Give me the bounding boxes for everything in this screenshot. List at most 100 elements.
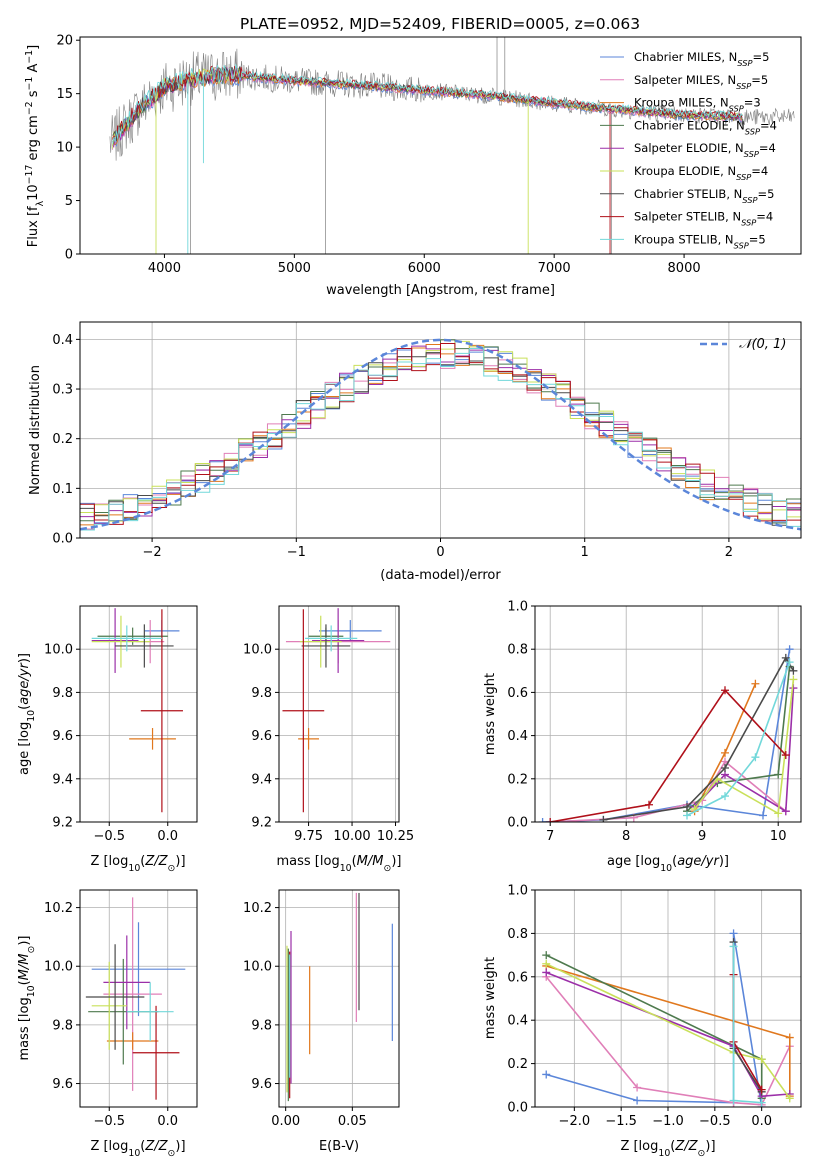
z-weight-xtick-label: −1.5: [605, 1114, 637, 1129]
z-weight-ytick-label: 0.0: [507, 1101, 528, 1116]
z-weight-ytick-label: 0.8: [507, 927, 528, 942]
z-age-ytick-label: 9.8: [52, 686, 73, 701]
age-weight-point-marker: [785, 658, 794, 667]
z-age-xlabel: Z [log10(Z/Z⊙)]: [90, 854, 185, 874]
residual-ytick-label: 0.4: [52, 333, 73, 348]
spectrum-xtick-label: 8000: [668, 261, 701, 276]
legend-entry-7: Chabrier STELIB, NSSP=5: [634, 187, 774, 205]
z-weight-ytick-label: 0.4: [507, 1014, 528, 1029]
ebv-mass-ytick-label: 10.0: [243, 960, 272, 975]
age-weight-series-line: [693, 679, 795, 815]
age-weight-point-marker: [759, 811, 767, 820]
residual-ylabel: Normed distribution: [28, 365, 43, 495]
z-weight-point-marker: [757, 1085, 766, 1094]
age-weight-point-marker: [645, 800, 653, 809]
residual-xtick-label: −1: [287, 545, 306, 560]
spectrum-xtick-label: 7000: [538, 261, 571, 276]
z-age-ytick-label: 9.2: [52, 816, 73, 831]
spectrum-legend: Chabrier MILES, NSSP=5 Salpeter MILES, NS…: [600, 50, 777, 250]
residual-histogram: [80, 343, 801, 525]
legend-entry-2: Salpeter MILES, NSSP=5: [634, 73, 768, 91]
z-mass-ytick-label: 9.6: [52, 1077, 73, 1092]
age-weight-series-line: [686, 661, 791, 817]
ebv-mass-errorbars: [286, 892, 393, 1102]
model-spectrum: [112, 66, 743, 141]
mass-age-ytick-label: 9.6: [251, 729, 272, 744]
spectrum-ylabel: Flux [fλ10−17 erg cm−2 s−1 A−1]: [24, 45, 46, 247]
residual-xtick-label: −2: [143, 545, 162, 560]
age-weight-ytick-label: 0.2: [507, 772, 528, 787]
age-weight-point-marker: [789, 666, 798, 675]
z-weight-ytick-label: 0.2: [507, 1057, 528, 1072]
age-weight-xtick-label: 8: [622, 829, 630, 844]
z-age-ytick-label: 10.0: [44, 643, 73, 658]
age-weight-xtick-label: 9: [698, 829, 706, 844]
age-weight-point-marker: [785, 645, 794, 654]
age-weight-point-marker: [789, 675, 798, 684]
residual-ytick-label: 0.3: [52, 383, 73, 398]
age-weight-ylabel: mass weight: [483, 673, 498, 755]
z-weight-xtick-label: 0.0: [751, 1114, 772, 1129]
ebv-mass-ytick-label: 9.6: [251, 1077, 272, 1092]
mass-age-ytick-label: 9.4: [251, 772, 272, 787]
z-weight-ylabel: mass weight: [483, 957, 498, 1039]
age-weight-point-marker: [721, 748, 729, 757]
z-mass-ylabel: mass [log10(M/M⊙)]: [17, 936, 37, 1061]
mass-age-xlabel: mass [log10(M/M⊙)]: [277, 854, 402, 874]
spectrum-title: PLATE=0952, MJD=52409, FIBERID=0005, z=0…: [240, 15, 640, 33]
age-weight-axes-frame: [534, 605, 802, 823]
spectrum-xtick-label: 6000: [408, 261, 441, 276]
z-mass-xtick-label: 0.0: [157, 1114, 178, 1129]
legend-entry-5: Salpeter ELODIE, NSSP=4: [634, 141, 776, 159]
ebv-mass-xlabel: E(B-V): [319, 1139, 359, 1154]
spectrum-ytick-label: 5: [65, 194, 73, 209]
z-weight-point-marker: [785, 1094, 794, 1103]
legend-entry-8: Salpeter STELIB, NSSP=4: [634, 210, 773, 228]
legend-entry-4: Chabrier ELODIE, NSSP=4: [634, 118, 777, 136]
legend-entry-6: Kroupa ELODIE, NSSP=4: [634, 164, 768, 182]
age-weight-ytick-label: 0.6: [507, 686, 528, 701]
residual-xtick-label: 1: [581, 545, 589, 560]
z-mass-ytick-label: 9.8: [52, 1018, 73, 1033]
z-mass-errorbars: [85, 897, 186, 1100]
z-mass-xlabel: Z [log10(Z/Z⊙)]: [90, 1139, 185, 1159]
z-age-xtick-label: 0.0: [157, 829, 178, 844]
z-mass-ytick-label: 10.0: [44, 960, 73, 975]
z-weight-xtick-label: −0.5: [699, 1114, 731, 1129]
age-weight-point-marker: [774, 770, 783, 779]
z-weight-xlabel: Z [log10(Z/Z⊙)]: [620, 1139, 715, 1159]
mass-age-ytick-label: 9.8: [251, 686, 272, 701]
z-age-ylabel: age [log10(age/yr)]: [17, 653, 37, 775]
z-weight-lines: [542, 929, 794, 1107]
age-weight-series-line: [694, 688, 795, 813]
z-age-ytick-label: 9.4: [52, 772, 73, 787]
residual-xtick-label: 0: [436, 545, 444, 560]
age-weight-point-marker: [546, 818, 555, 822]
ebv-mass-ytick-label: 10.2: [243, 901, 272, 916]
z-weight-point-marker: [757, 1055, 766, 1064]
z-weight-point-marker: [729, 929, 738, 938]
residual-ytick-label: 0.0: [52, 532, 73, 547]
legend-entry-3: Kroupa MILES, NSSP=3: [634, 96, 761, 114]
z-weight-point-marker: [633, 1083, 642, 1092]
residual-ytick-label: 0.2: [52, 432, 73, 447]
z-weight-ytick-label: 0.6: [507, 970, 528, 985]
age-weight-ytick-label: 0.0: [507, 816, 528, 831]
model-spectrum: [112, 63, 743, 144]
age-weight-point-marker: [683, 811, 691, 820]
mass-age-ytick-label: 10.0: [243, 643, 272, 658]
residual-axes-frame: [79, 321, 802, 539]
z-weight-xtick-label: −1.0: [652, 1114, 684, 1129]
spectrum-xlabel: wavelength [Angstrom, rest frame]: [326, 283, 555, 298]
spectrum-axes-frame: [79, 36, 802, 255]
mass-age-errorbars: [282, 608, 391, 813]
age-weight-lines: [538, 645, 798, 822]
spectrum-xtick-label: 4000: [148, 261, 181, 276]
gaussian-reference-curve: [80, 338, 801, 531]
ebv-mass-xtick-label: 0.05: [338, 1114, 367, 1129]
z-weight-point-marker: [542, 951, 551, 960]
residual-xtick-label: 2: [725, 545, 733, 560]
z-weight-series-line: [545, 963, 791, 1099]
